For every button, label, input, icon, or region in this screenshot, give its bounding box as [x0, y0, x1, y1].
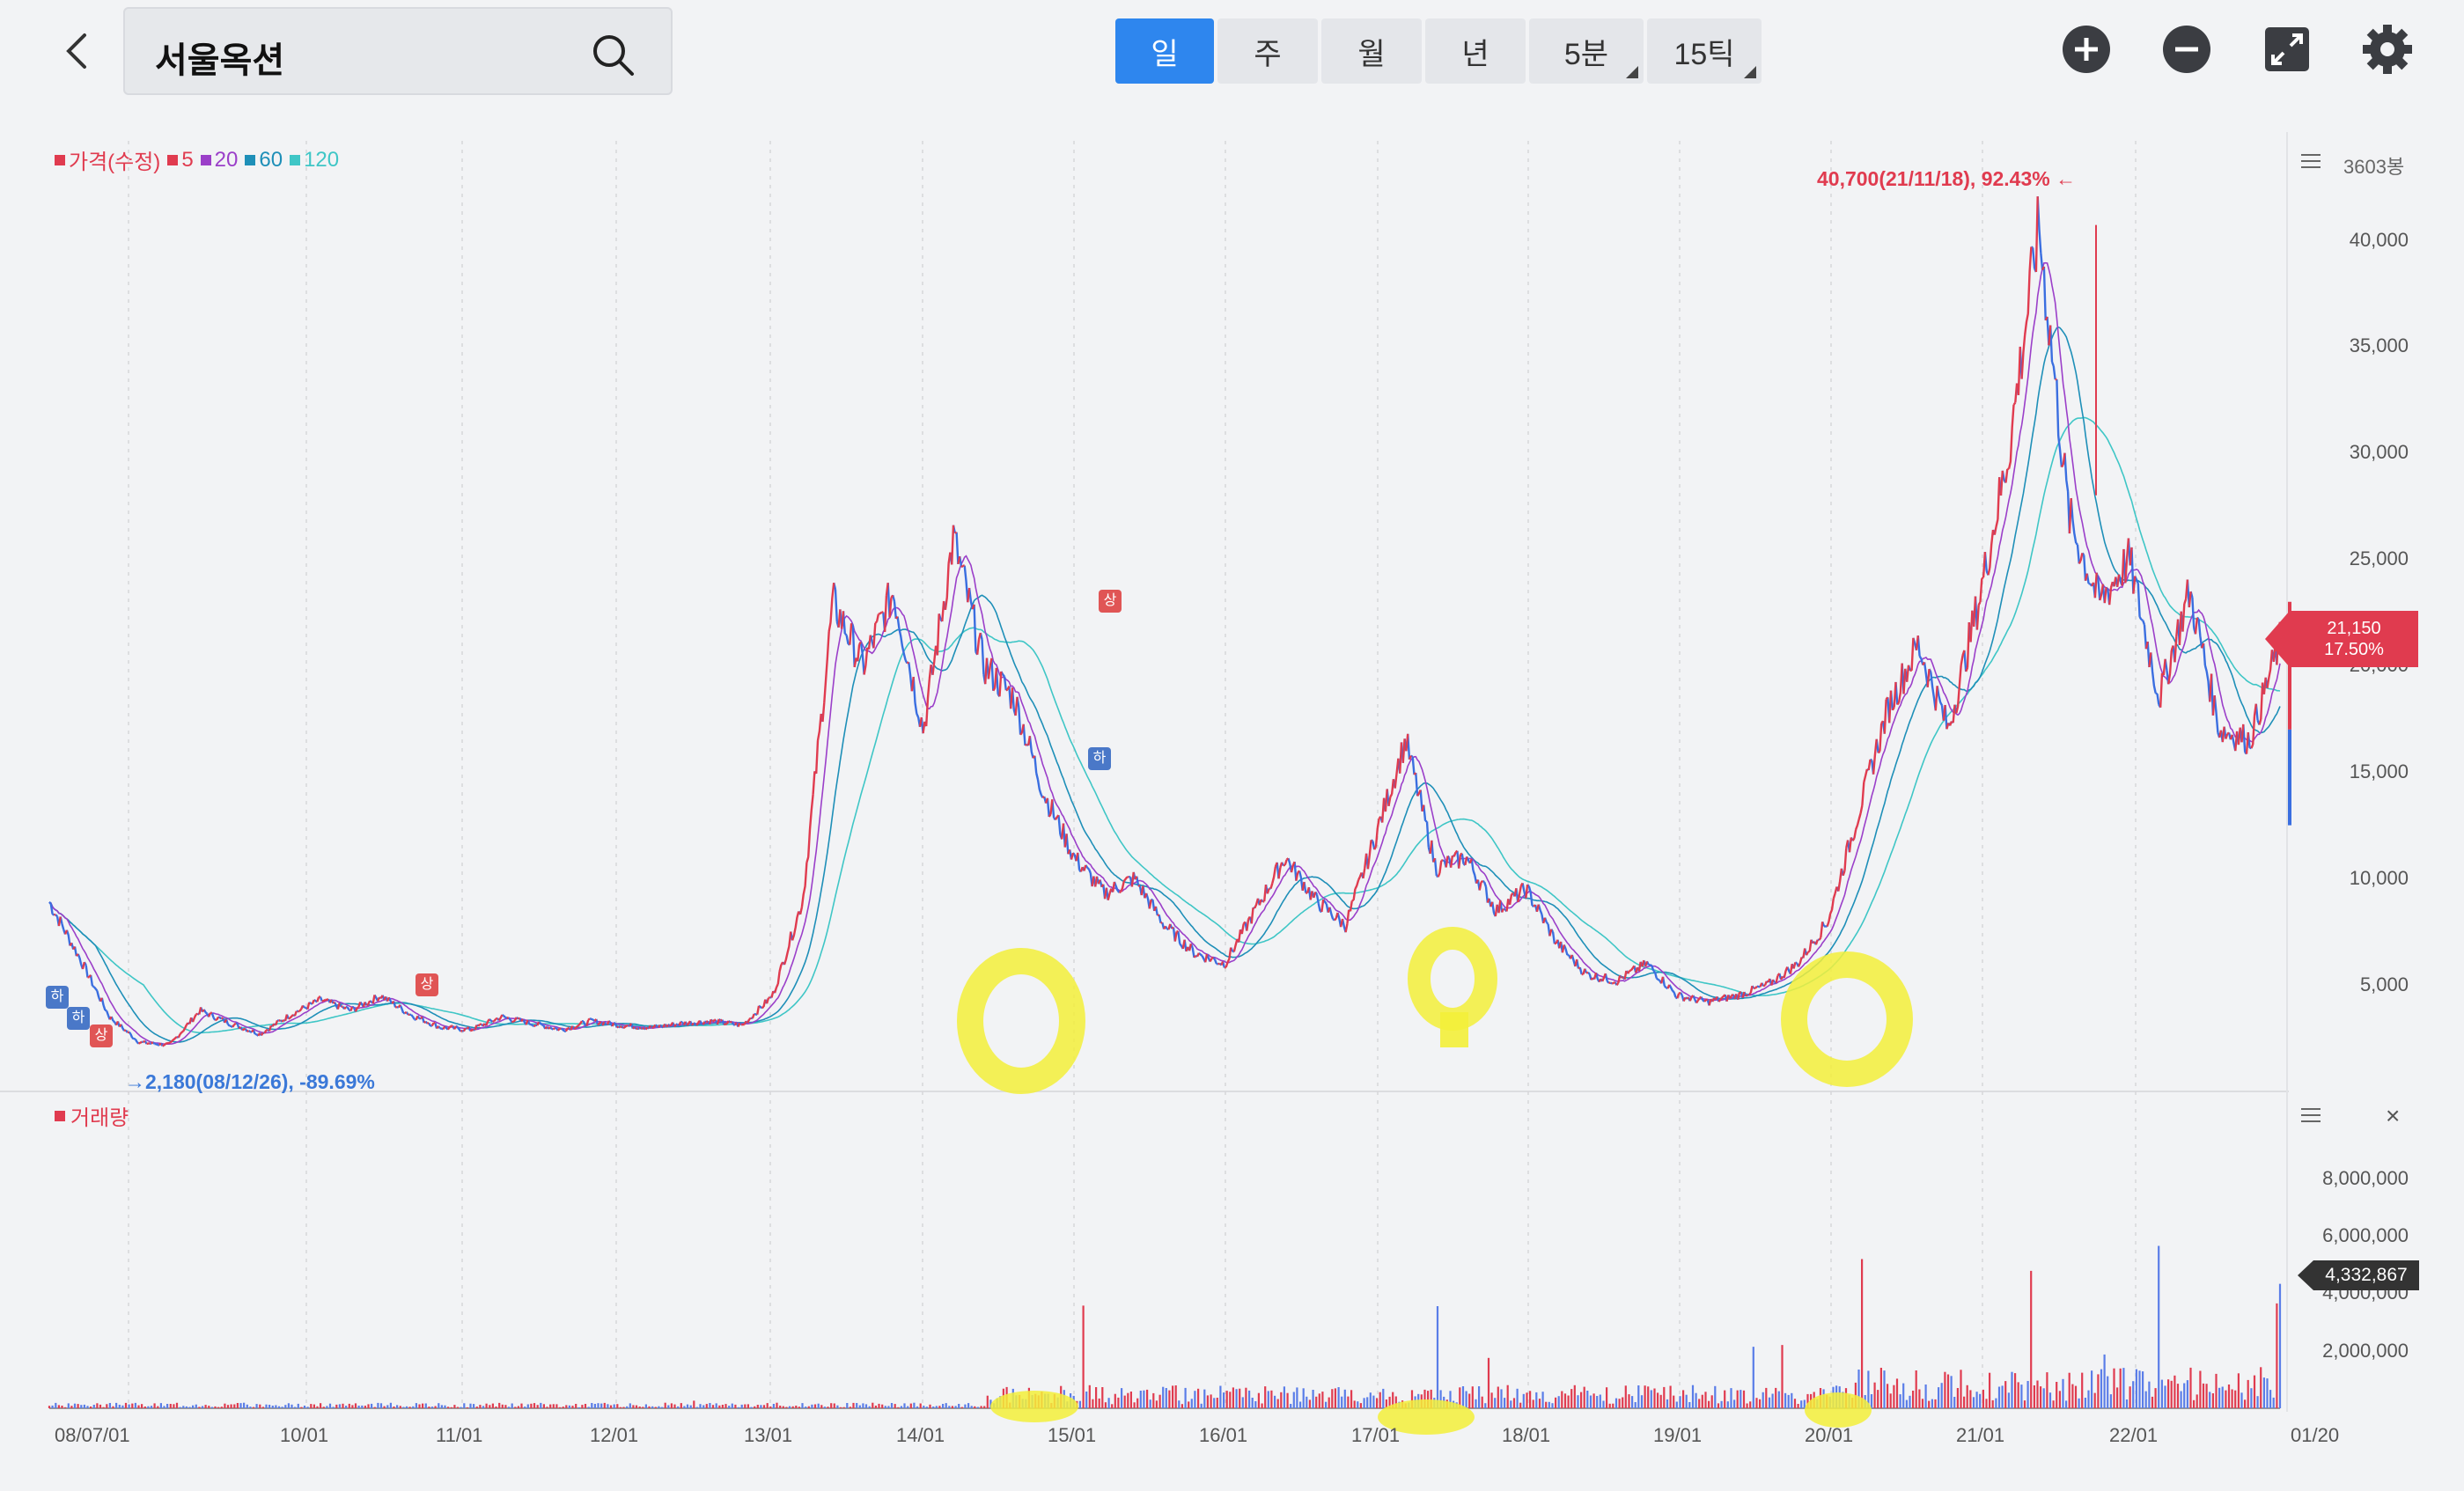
- highlight-mark: [1378, 1399, 1475, 1435]
- current-volume-badge: 4,332,867: [2298, 1260, 2419, 1290]
- period-tab[interactable]: 주: [1217, 18, 1318, 84]
- moving-average-line: [48, 261, 2281, 1045]
- y-tick-label: 40,000: [2349, 228, 2409, 251]
- price-line-down: [48, 196, 2278, 1047]
- y-tick-label: 25,000: [2349, 547, 2409, 570]
- highlight-mark: [1440, 1012, 1468, 1047]
- top-toolbar: 서울옥션 일 주 월 년 5분 15틱: [0, 0, 2464, 106]
- highlight-circle: [1781, 951, 1913, 1087]
- search-icon[interactable]: [590, 32, 636, 77]
- volume-y-tick-label: 2,000,000: [2322, 1339, 2409, 1362]
- x-tick-label: 10/01: [280, 1424, 329, 1446]
- collapse-icon[interactable]: [2261, 23, 2313, 76]
- legend-price: 가격(수정): [55, 144, 160, 175]
- period-tabs: 일 주 월 년 5분 15틱: [1115, 18, 1762, 84]
- highlight-mark: [1805, 1392, 1872, 1428]
- y-tick-label: 30,000: [2349, 441, 2409, 464]
- limit-up-marker: 상: [416, 973, 438, 996]
- price-line-up: [54, 196, 2282, 1047]
- low-annotation: →2,180(08/12/26), -89.69%: [125, 1070, 375, 1093]
- highlight-mark: [990, 1391, 1078, 1422]
- price-legend: 가격(수정) 5 20 60 120: [55, 144, 339, 175]
- x-tick-label: 12/01: [590, 1424, 639, 1446]
- legend-ma5: 5: [167, 148, 194, 173]
- stock-search-box[interactable]: 서울옥션: [123, 7, 673, 95]
- x-tick-label: 01/20: [2291, 1424, 2340, 1446]
- x-tick-label: 16/01: [1199, 1424, 1248, 1446]
- x-tick-label: 14/01: [896, 1424, 945, 1446]
- bar-count: 3603봉: [2343, 156, 2405, 178]
- volume-menu-icon[interactable]: [2301, 1107, 2321, 1123]
- period-tab[interactable]: 5분: [1529, 18, 1644, 84]
- period-tab[interactable]: 일: [1115, 18, 1214, 84]
- x-tick-label: 20/01: [1805, 1424, 1854, 1446]
- legend-ma20: 20: [200, 148, 238, 173]
- y-tick-label: 15,000: [2349, 760, 2409, 783]
- x-tick-label: 22/01: [2109, 1424, 2159, 1446]
- x-tick-label: 19/01: [1653, 1424, 1703, 1446]
- zoom-in-icon[interactable]: [2060, 23, 2113, 76]
- period-tab[interactable]: 15틱: [1647, 18, 1762, 84]
- limit-down-marker: 하: [46, 986, 69, 1009]
- volume-legend: 거래량: [55, 1100, 129, 1131]
- x-tick-label: 08/07/01: [55, 1424, 130, 1446]
- limit-down-marker: 하: [1088, 747, 1111, 770]
- x-tick-label: 11/01: [436, 1424, 483, 1446]
- back-arrow-icon[interactable]: [53, 25, 106, 77]
- highlight-circle: [1408, 927, 1497, 1031]
- stock-name: 서울옥션: [155, 41, 285, 80]
- period-tab[interactable]: 년: [1425, 18, 1526, 84]
- y-tick-label: 10,000: [2349, 867, 2409, 890]
- legend-ma120: 120: [290, 148, 339, 173]
- gear-icon[interactable]: [2361, 23, 2414, 76]
- limit-up-marker: 상: [1099, 590, 1122, 613]
- period-tab[interactable]: 월: [1321, 18, 1422, 84]
- x-tick-label: 15/01: [1048, 1424, 1097, 1446]
- y-tick-label: 5,000: [2359, 973, 2409, 996]
- zoom-out-icon[interactable]: [2160, 23, 2213, 76]
- limit-down-marker: 하: [67, 1007, 90, 1030]
- close-volume-icon[interactable]: ×: [2386, 1102, 2401, 1129]
- moving-average-line: [48, 326, 2281, 1043]
- limit-up-marker: 상: [90, 1025, 113, 1047]
- highlight-circle: [957, 948, 1085, 1094]
- x-tick-label: 18/01: [1502, 1424, 1551, 1446]
- moving-average-line: [48, 416, 2281, 1034]
- high-annotation: 40,700(21/11/18), 92.43% ←: [1817, 167, 2077, 190]
- x-tick-label: 21/01: [1956, 1424, 2005, 1446]
- current-price-badge: 21,150 17.50%: [2265, 611, 2418, 667]
- volume-y-tick-label: 8,000,000: [2322, 1166, 2409, 1189]
- volume-y-tick-label: 6,000,000: [2322, 1224, 2409, 1247]
- x-tick-label: 13/01: [744, 1424, 793, 1446]
- chart-menu-icon[interactable]: [2301, 153, 2321, 169]
- y-tick-label: 35,000: [2349, 334, 2409, 357]
- legend-ma60: 60: [245, 148, 283, 173]
- x-tick-label: 17/01: [1351, 1424, 1401, 1446]
